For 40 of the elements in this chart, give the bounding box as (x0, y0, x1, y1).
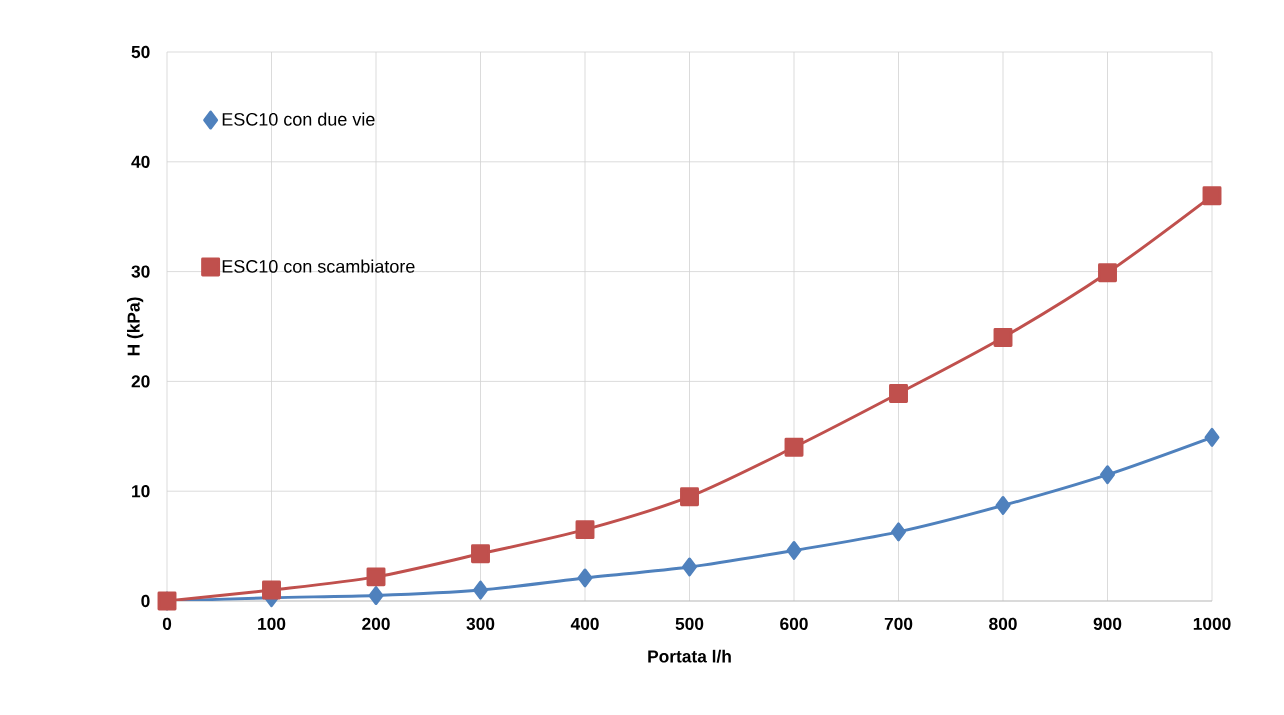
point (262, 580, 281, 600)
x-tick-label: 900 (1093, 617, 1122, 630)
point (680, 487, 699, 507)
point (473, 580, 488, 600)
y-tick-label: 0 (141, 594, 150, 608)
x-axis-title: Portata l/h (648, 649, 731, 663)
x-tick-label: 700 (884, 617, 913, 630)
legend-label: ESC10 con scambiatore (222, 259, 415, 273)
point (889, 384, 908, 403)
point (1100, 465, 1115, 485)
x-tick-label: 300 (466, 617, 495, 630)
x-tick-label: 600 (780, 617, 808, 630)
x-tick-label: 1000 (1193, 617, 1231, 630)
point (786, 541, 802, 560)
point (575, 520, 595, 540)
point (471, 544, 490, 564)
point (784, 437, 804, 457)
x-tick-label: 400 (570, 617, 599, 630)
point (682, 557, 697, 577)
x-tick-label: 0 (162, 617, 172, 630)
y-tick-label: 50 (131, 45, 150, 59)
legend-label: ESC10 con due vie (222, 112, 375, 126)
y-tick-label: 10 (132, 485, 150, 498)
point (891, 522, 906, 542)
point (1098, 263, 1117, 283)
y-tick-label: 20 (131, 375, 150, 388)
point (1202, 186, 1222, 206)
point (995, 496, 1011, 515)
point (993, 328, 1013, 347)
point (1204, 427, 1220, 447)
x-tick-label: 500 (675, 617, 704, 630)
x-tick-label: 200 (362, 617, 390, 630)
x-tick-label: 100 (258, 617, 286, 630)
x-tick-label: 800 (989, 617, 1017, 630)
y-tick-label: 40 (131, 155, 150, 168)
y-axis-title: H (kPa) (127, 297, 144, 356)
point (366, 567, 386, 587)
point (577, 568, 593, 588)
y-tick-label: 30 (131, 265, 150, 278)
point (368, 586, 384, 605)
